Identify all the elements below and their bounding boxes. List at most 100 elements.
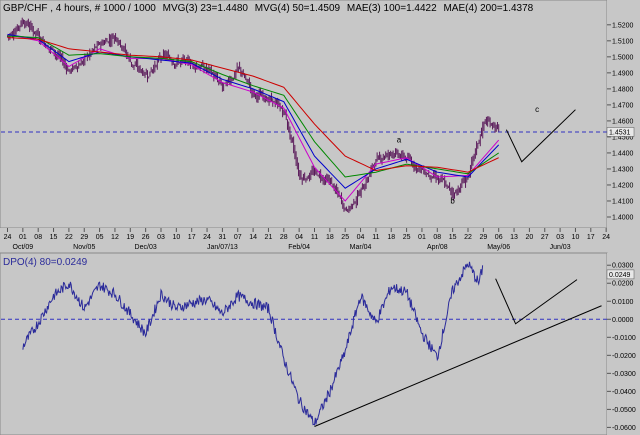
wave-label-a: a (397, 136, 402, 145)
ma-line-1 (7, 33, 500, 189)
time-day-label: 08 (433, 234, 441, 241)
wave-label-c: c (535, 105, 539, 114)
dpo-line-0 (22, 261, 484, 426)
dpo-projection-line (495, 278, 578, 325)
dpo-plot-area (0, 252, 608, 435)
time-day-label: 11 (311, 234, 318, 241)
time-period-label: May/06 (487, 244, 510, 251)
price-y-axis: 1.5200 1.5100 1.5000 1.4900 1.4800 1.4700 1.46… (607, 22, 634, 221)
price-header-symbol: GBP/CHF , 4 hours, # 1000 / 1000 (3, 3, 156, 14)
time-day-label: 24 (203, 234, 211, 241)
time-day-label: 27 (541, 234, 549, 241)
time-day-label: 18 (326, 234, 334, 241)
time-period-label: Oct/09 (13, 244, 34, 251)
dpo-last-marker: 0.0249 (606, 269, 635, 280)
time-day-label: 10 (172, 234, 180, 241)
time-day-label: 17 (587, 234, 595, 241)
time-day-label: 11 (372, 234, 379, 241)
time-day-label: 15 (449, 234, 457, 241)
dpo-y-tick-label: 0.0000 (612, 317, 634, 324)
time-day-label: 24 (4, 234, 12, 241)
dpo-last-value: 0.0249 (609, 272, 631, 279)
price-header-line: GBP/CHF , 4 hours, # 1000 / 1000 MVG(3) … (3, 3, 534, 14)
dpo-y-tick-label: -0.0400 (612, 389, 636, 396)
dpo-y-tick-label: -0.0100 (612, 335, 636, 342)
price-y-tick-label: 1.5100 (612, 38, 634, 45)
price-last-value: 1.4531 (609, 129, 631, 136)
price-last-marker: 1.4531 (606, 127, 635, 137)
time-day-label: 07 (234, 234, 242, 241)
time-day-label: 03 (157, 234, 165, 241)
price-header-mae3: MAE(3) 100=1.4422 (347, 3, 437, 14)
time-axis-area (0, 228, 640, 252)
time-day-label: 21 (265, 234, 273, 241)
time-day-label: 06 (495, 234, 503, 241)
time-day-label: 04 (295, 234, 303, 241)
price-y-tick-label: 1.4800 (612, 86, 634, 93)
price-y-tick-label: 1.4100 (612, 198, 634, 205)
time-period-label: Apr/08 (427, 244, 448, 251)
price-plot-area (0, 0, 608, 229)
dpo-y-tick-label: 0.0200 (612, 281, 634, 288)
time-day-label: 31 (219, 234, 227, 241)
dpo-annotations (314, 278, 602, 427)
price-header-mvg4: MVG(4) 50=1.4509 (255, 3, 341, 14)
dpo-y-tick-label: -0.0300 (612, 371, 636, 378)
time-period-label: Mar/04 (350, 244, 372, 251)
price-y-tick-label: 1.4500 (612, 134, 634, 141)
dpo-y-tick-label: -0.0500 (612, 407, 636, 414)
time-day-label: 22 (65, 234, 73, 241)
price-y-tick-label: 1.4200 (612, 182, 634, 189)
price-axis-area (607, 0, 640, 228)
time-period-label: Jun/03 (550, 244, 571, 251)
dpo-y-tick-label: 0.0100 (612, 299, 634, 306)
time-day-label: 01 (19, 234, 27, 241)
price-y-tick-label: 1.4700 (612, 102, 634, 109)
time-day-label: 26 (142, 234, 150, 241)
price-y-tick-label: 1.4300 (612, 166, 634, 173)
time-period-label: Dec/03 (135, 244, 157, 251)
time-day-label: 22 (464, 234, 472, 241)
dpo-axis-area (607, 253, 640, 435)
time-day-label: 14 (249, 234, 257, 241)
price-y-tick-label: 1.4600 (612, 118, 634, 125)
dpo-y-tick-label: 0.0300 (612, 263, 634, 270)
time-axis-labels: 24 01 08 15 22 29 05 12 19 26 03 10 17 24 31 07 14 21 28 04… (4, 228, 610, 251)
time-day-label: 01 (418, 234, 426, 241)
time-day-label: 18 (387, 234, 395, 241)
time-day-label: 29 (479, 234, 487, 241)
time-period-label: Nov/05 (73, 244, 95, 251)
price-y-tick-label: 1.4900 (612, 70, 634, 77)
time-day-label: 13 (510, 234, 518, 241)
price-y-tick-label: 1.4000 (612, 214, 634, 221)
time-day-label: 24 (602, 234, 610, 241)
price-annotations: a b c (397, 105, 576, 205)
time-day-label: 03 (556, 234, 564, 241)
price-header-mvg3: MVG(3) 23=1.4480 (163, 3, 249, 14)
time-period-label: Jan/07/13 (207, 244, 238, 251)
time-axis: 24 01 08 15 22 29 05 12 19 26 03 10 17 24 31 07 14 21 28 04… (0, 228, 640, 252)
time-period-label: Feb/04 (288, 244, 310, 251)
time-day-label: 17 (188, 234, 196, 241)
time-day-label: 29 (80, 234, 88, 241)
dpo-series (22, 261, 484, 426)
time-day-label: 15 (50, 234, 58, 241)
dpo-y-tick-label: -0.0600 (612, 425, 636, 432)
ma-line-2 (7, 35, 499, 178)
time-day-label: 19 (126, 234, 134, 241)
ma-line-3 (7, 37, 499, 173)
dpo-y-tick-label: -0.0200 (612, 353, 636, 360)
time-day-label: 05 (96, 234, 104, 241)
dpo-title: DPO(4) 80=0.0249 (3, 257, 88, 268)
time-day-label: 12 (111, 234, 119, 241)
price-panel: GBP/CHF , 4 hours, # 1000 / 1000 MVG(3) … (0, 0, 640, 229)
time-day-label: 28 (280, 234, 288, 241)
wave-label-b: b (450, 196, 455, 205)
dpo-y-axis: 0.0300 0.0200 0.0100 0.0000 -0.0100 -0.0200 -0… (607, 263, 636, 432)
time-day-label: 25 (341, 234, 349, 241)
price-y-tick-label: 1.5200 (612, 22, 634, 29)
price-last-box (606, 127, 635, 137)
time-day-label: 04 (357, 234, 365, 241)
time-day-label: 08 (34, 234, 42, 241)
